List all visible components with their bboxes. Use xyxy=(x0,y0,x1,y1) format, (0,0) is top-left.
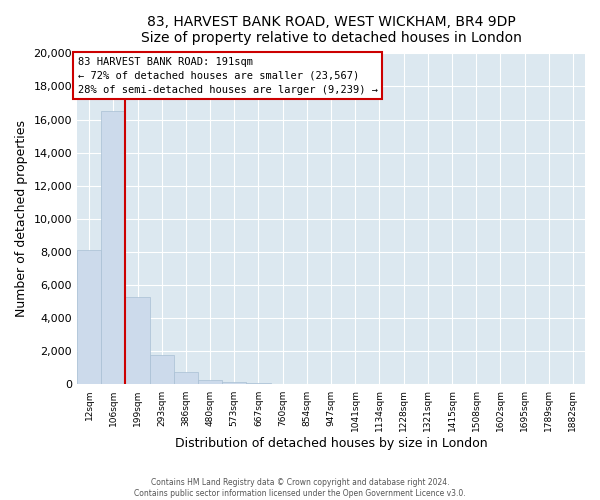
X-axis label: Distribution of detached houses by size in London: Distribution of detached houses by size … xyxy=(175,437,487,450)
Title: 83, HARVEST BANK ROAD, WEST WICKHAM, BR4 9DP
Size of property relative to detach: 83, HARVEST BANK ROAD, WEST WICKHAM, BR4… xyxy=(140,15,521,45)
Bar xyxy=(125,296,149,384)
Bar xyxy=(222,382,247,384)
Y-axis label: Number of detached properties: Number of detached properties xyxy=(15,120,28,318)
Bar xyxy=(101,112,125,384)
Bar xyxy=(149,356,174,384)
Bar xyxy=(77,250,101,384)
Bar xyxy=(174,372,198,384)
Text: 83 HARVEST BANK ROAD: 191sqm
← 72% of detached houses are smaller (23,567)
28% o: 83 HARVEST BANK ROAD: 191sqm ← 72% of de… xyxy=(77,56,377,94)
Text: Contains HM Land Registry data © Crown copyright and database right 2024.
Contai: Contains HM Land Registry data © Crown c… xyxy=(134,478,466,498)
Bar xyxy=(198,380,222,384)
Bar xyxy=(247,383,271,384)
